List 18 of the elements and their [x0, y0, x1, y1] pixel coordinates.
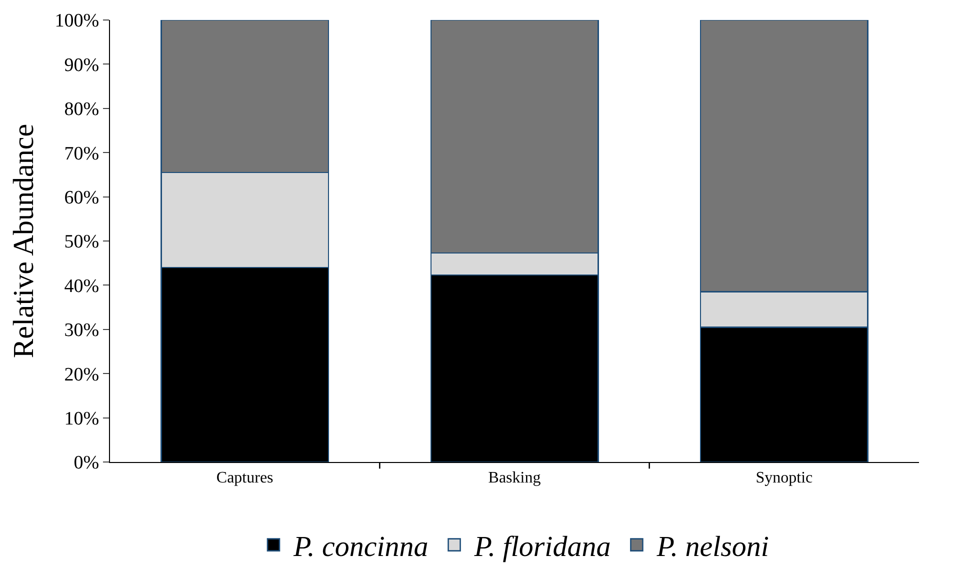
y-tick-label: 90% [64, 54, 100, 76]
y-tick-label: 20% [64, 364, 100, 386]
y-tick-label: 70% [64, 143, 100, 164]
y-tick-label: 60% [64, 187, 100, 208]
legend-label: P. nelsoni [656, 531, 769, 564]
legend-label: P. floridana [473, 531, 611, 564]
y-axis-title: Relative Abundance [8, 124, 40, 358]
x-tick-label: Synoptic [756, 469, 813, 486]
legend-label: P. concinna [292, 531, 428, 564]
y-tick-label: 10% [64, 408, 100, 430]
y-tick-label: 50% [64, 232, 100, 253]
y-tick-label: 40% [64, 276, 100, 297]
y-tick-label: 80% [64, 99, 100, 120]
x-tick-label: Captures [216, 469, 274, 486]
x-tick-label: Basking [488, 469, 541, 486]
y-tick-label: 0% [74, 452, 100, 474]
y-tick-label: 30% [64, 320, 100, 342]
y-tick-label: 100% [54, 10, 100, 32]
